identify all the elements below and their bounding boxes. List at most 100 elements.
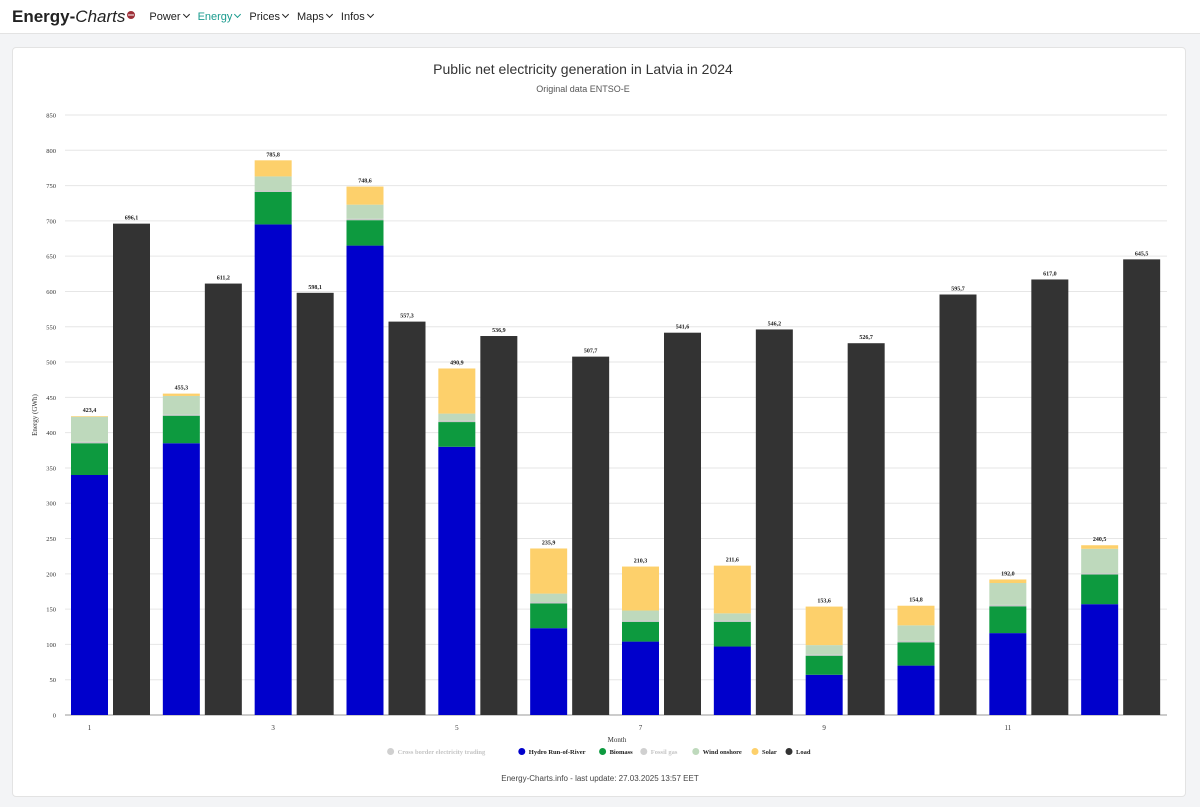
bar-solar (346, 186, 384, 205)
chevron-down-icon (182, 10, 190, 19)
bar-biomass (805, 655, 843, 675)
footer-text: Energy-Charts.info - last update: 27.03.… (501, 774, 699, 783)
load-value-label: 507,7 (584, 349, 598, 355)
chevron-down-icon (234, 10, 242, 19)
bar-fossil-gas (162, 414, 200, 416)
bar-biomass (254, 191, 292, 225)
bar-hydro-run-of-river (1081, 604, 1119, 715)
legend-marker (387, 748, 395, 755)
bar-load (204, 283, 242, 715)
x-tick-label: 1 (88, 724, 92, 732)
bar-solar (1081, 545, 1119, 549)
bar-hydro-run-of-river (897, 665, 935, 715)
load-value-label: 645,5 (1135, 251, 1149, 257)
legend-label: Hydro Run-of-River (529, 749, 586, 756)
bar-wind-onshore (989, 583, 1027, 605)
bar-load (113, 223, 150, 715)
bar-hydro-run-of-river (622, 641, 659, 715)
logo[interactable]: Energy- Charts (12, 7, 136, 27)
generation-total-label: 748,6 (358, 179, 372, 185)
bar-wind-onshore (805, 645, 843, 655)
bar-wind-onshore (162, 395, 200, 415)
generation-total-label: 192,0 (1001, 571, 1015, 577)
bar-fossil-gas (530, 602, 568, 604)
nav-item-power[interactable]: Power (149, 10, 190, 23)
chart-title: Public net electricity generation in Lat… (433, 61, 733, 77)
bar-load (296, 292, 334, 715)
bar-wind-onshore (346, 204, 384, 219)
generation-total-label: 154,8 (909, 598, 923, 604)
bar-biomass (530, 603, 568, 629)
generation-total-label: 490,9 (450, 360, 464, 366)
generation-total-label: 785,8 (266, 152, 280, 158)
bar-solar (989, 579, 1027, 583)
bar-solar (805, 606, 843, 646)
bar-solar (713, 565, 751, 614)
y-tick-label: 0 (53, 713, 56, 720)
bar-fossil-gas (346, 218, 384, 221)
bar-wind-onshore (622, 610, 659, 621)
nav-item-energy[interactable]: Energy (197, 10, 242, 23)
bar-solar (71, 416, 108, 417)
x-tick-label: 5 (455, 724, 459, 732)
nav-item-prices[interactable]: Prices (249, 11, 290, 23)
nav-item-label: Energy (197, 10, 233, 23)
bar-solar (438, 368, 476, 414)
bar-fossil-gas (805, 654, 843, 656)
bar-hydro-run-of-river (346, 245, 384, 715)
chart: Public net electricity generation in Lat… (31, 61, 1167, 756)
bar-fossil-gas (1081, 573, 1119, 575)
chart-card: Public net electricity generation in Lat… (12, 47, 1186, 797)
bar-biomass (713, 621, 751, 647)
bar-fossil-gas (989, 604, 1027, 607)
x-axis-label: Month (608, 736, 627, 744)
load-value-label: 617,0 (1043, 271, 1057, 277)
legend-marker (785, 748, 793, 755)
generation-total-label: 210,3 (634, 559, 648, 565)
bar-load (388, 321, 426, 715)
legend-label: Fossil gas (651, 749, 678, 756)
bar-solar (622, 566, 659, 611)
bar-biomass (438, 422, 476, 447)
nav-item-maps[interactable]: Maps (296, 10, 333, 23)
legend-marker (640, 748, 648, 755)
bar-biomass (897, 642, 935, 666)
bar-hydro-run-of-river (71, 475, 108, 715)
bar-wind-onshore (254, 176, 292, 191)
bar-solar (530, 548, 568, 594)
navbar: Energy- Charts Power Energy Prices Maps Info… (0, 0, 1200, 34)
y-tick-label: 850 (46, 113, 56, 120)
bar-hydro-run-of-river (805, 674, 843, 715)
bar-fossil-gas (713, 620, 751, 622)
bar-solar (897, 605, 935, 626)
bar-load (939, 294, 977, 715)
bar-hydro-run-of-river (162, 443, 200, 715)
legend-marker (692, 748, 700, 755)
bar-wind-onshore (897, 625, 935, 641)
x-tick-label: 9 (822, 724, 826, 732)
chevron-down-icon (325, 10, 333, 19)
bar-hydro-run-of-river (989, 633, 1027, 715)
y-tick-label: 200 (46, 571, 56, 578)
load-value-label: 611,2 (217, 276, 230, 282)
chart-subtitle: Original data ENTSO-E (536, 84, 630, 94)
bar-biomass (162, 415, 200, 444)
load-value-label: 557,3 (400, 314, 414, 320)
y-tick-label: 300 (46, 501, 56, 508)
latvia-flag-icon (127, 10, 136, 19)
legend-marker (518, 748, 526, 755)
bar-fossil-gas (254, 190, 292, 192)
bar-wind-onshore (438, 413, 476, 421)
load-value-label: 526,7 (859, 335, 873, 341)
load-value-label: 696,1 (125, 216, 139, 222)
legend-label: Load (796, 749, 811, 756)
nav-item-infos[interactable]: Infos (341, 11, 374, 23)
load-value-label: 598,1 (308, 285, 322, 291)
bar-wind-onshore (530, 593, 568, 603)
bar-load (1123, 259, 1161, 715)
nav-item-label: Maps (296, 10, 324, 23)
legend-label: Wind onshore (703, 749, 742, 756)
bar-load (572, 356, 610, 715)
legend-label: Biomass (610, 749, 634, 756)
y-tick-label: 700 (46, 218, 56, 225)
